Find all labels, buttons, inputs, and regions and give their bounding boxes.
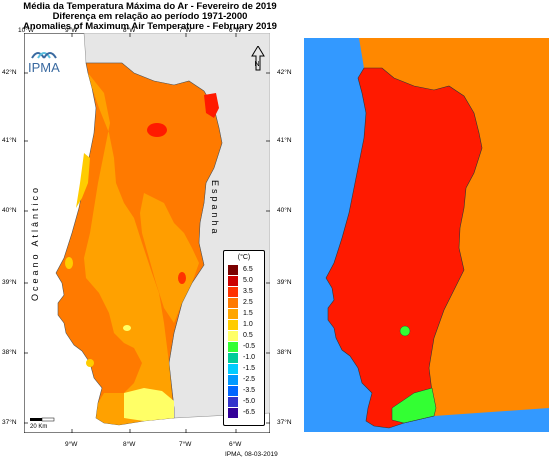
lat-tick-right: 42°N (277, 69, 292, 76)
map-title-line2: Diferença em relação ao período 1971-200… (52, 11, 248, 22)
ipma-wave-logo (31, 52, 57, 59)
legend-swatch (228, 375, 238, 385)
lon-tick-top: 8°W (123, 27, 136, 34)
legend-swatch (228, 265, 238, 275)
spain-region-right (359, 38, 549, 416)
legend-item: -6.5 (228, 408, 262, 418)
legend-label: -1.0 (243, 354, 256, 361)
lat-tick-right: 37°N (277, 419, 292, 426)
legend-title: (°C) (237, 254, 251, 261)
lon-tick-top: 6°W (229, 27, 242, 34)
lon-tick-top: 10°W (18, 27, 34, 34)
credit-text: IPMA, 08-03-2019 (225, 451, 278, 458)
anomaly-map-simplified (304, 38, 549, 432)
legend-swatch (228, 320, 238, 330)
legend-label: -5.0 (243, 398, 256, 405)
legend-swatch (228, 397, 238, 407)
svg-text:N: N (255, 61, 260, 68)
red-anomaly-patch (204, 93, 219, 118)
legend-swatch (228, 309, 238, 319)
legend-label: -2.5 (243, 376, 256, 383)
legend-label: 0.5 (243, 332, 253, 339)
north-arrow-icon: N (251, 46, 265, 71)
legend-item: 5.0 (228, 276, 262, 286)
lon-tick-bottom: 6°W (229, 441, 242, 448)
legend-label: 2.5 (243, 299, 253, 306)
algarve-region-right (391, 387, 437, 424)
legend-swatch (228, 331, 238, 341)
legend-item: -5.0 (228, 397, 262, 407)
legend-item: -0.5 (228, 342, 262, 352)
lat-tick-left: 42°N (2, 69, 17, 76)
legend-item: 0.5 (228, 331, 262, 341)
lat-tick-left: 39°N (2, 279, 17, 286)
scale-bar-label: 20 Km (30, 424, 48, 430)
lon-tick-top: 7°W (179, 27, 192, 34)
legend-swatch (228, 342, 238, 352)
legend-item: -2.5 (228, 375, 262, 385)
lat-tick-right: 39°N (277, 279, 292, 286)
lat-tick-right: 38°N (277, 349, 292, 356)
legend-label: -6.5 (243, 409, 256, 416)
lat-tick-right: 40°N (277, 207, 292, 214)
legend-swatch (228, 364, 238, 374)
legend-swatch (228, 276, 238, 286)
legend-label: -3.5 (243, 387, 256, 394)
legend-item: -1.0 (228, 353, 262, 363)
lat-tick-left: 41°N (2, 137, 17, 144)
portugal-region-right (325, 67, 483, 429)
lon-tick-bottom: 7°W (179, 441, 192, 448)
ocean-label: Oceano Atlântico (30, 185, 40, 302)
lon-tick-top: 9°W (65, 27, 78, 34)
legend-item: 1.5 (228, 309, 262, 319)
legend-label: 3.5 (243, 288, 253, 295)
legend-item: 6.5 (228, 265, 262, 275)
lat-tick-right: 41°N (277, 137, 292, 144)
legend-swatch (228, 298, 238, 308)
legend-item: -3.5 (228, 386, 262, 396)
lat-tick-left: 37°N (2, 419, 17, 426)
legend-swatch (228, 386, 238, 396)
legend-label: 5.0 (243, 277, 253, 284)
legend-item: -1.5 (228, 364, 262, 374)
map-title-line1: Média da Temperatura Máxima do Ar - Feve… (23, 1, 277, 12)
lon-tick-bottom: 8°W (123, 441, 136, 448)
legend-item: 3.5 (228, 287, 262, 297)
color-legend: (°C) 6.5 5.0 3.5 2.5 1.5 1.0 0.5 -0.5 -1.0 -1.5 -2… (223, 250, 265, 426)
legend-swatch (228, 287, 238, 297)
ipma-logo-text: IPMA (28, 60, 60, 75)
legend-label: 1.0 (243, 321, 253, 328)
legend-item: 2.5 (228, 298, 262, 308)
map-title-line3: Anomalies of Maximum Air Temperature - F… (23, 21, 277, 32)
legend-label: 1.5 (243, 310, 253, 317)
spain-label: Espanha (210, 180, 220, 237)
lat-tick-left: 38°N (2, 349, 17, 356)
legend-swatch (228, 353, 238, 363)
lat-tick-left: 40°N (2, 207, 17, 214)
legend-swatch (228, 408, 238, 418)
legend-label: -0.5 (243, 343, 256, 350)
legend-item: 1.0 (228, 320, 262, 330)
legend-label: 6.5 (243, 266, 253, 273)
legend-label: -1.5 (243, 365, 256, 372)
lon-tick-bottom: 9°W (65, 441, 78, 448)
